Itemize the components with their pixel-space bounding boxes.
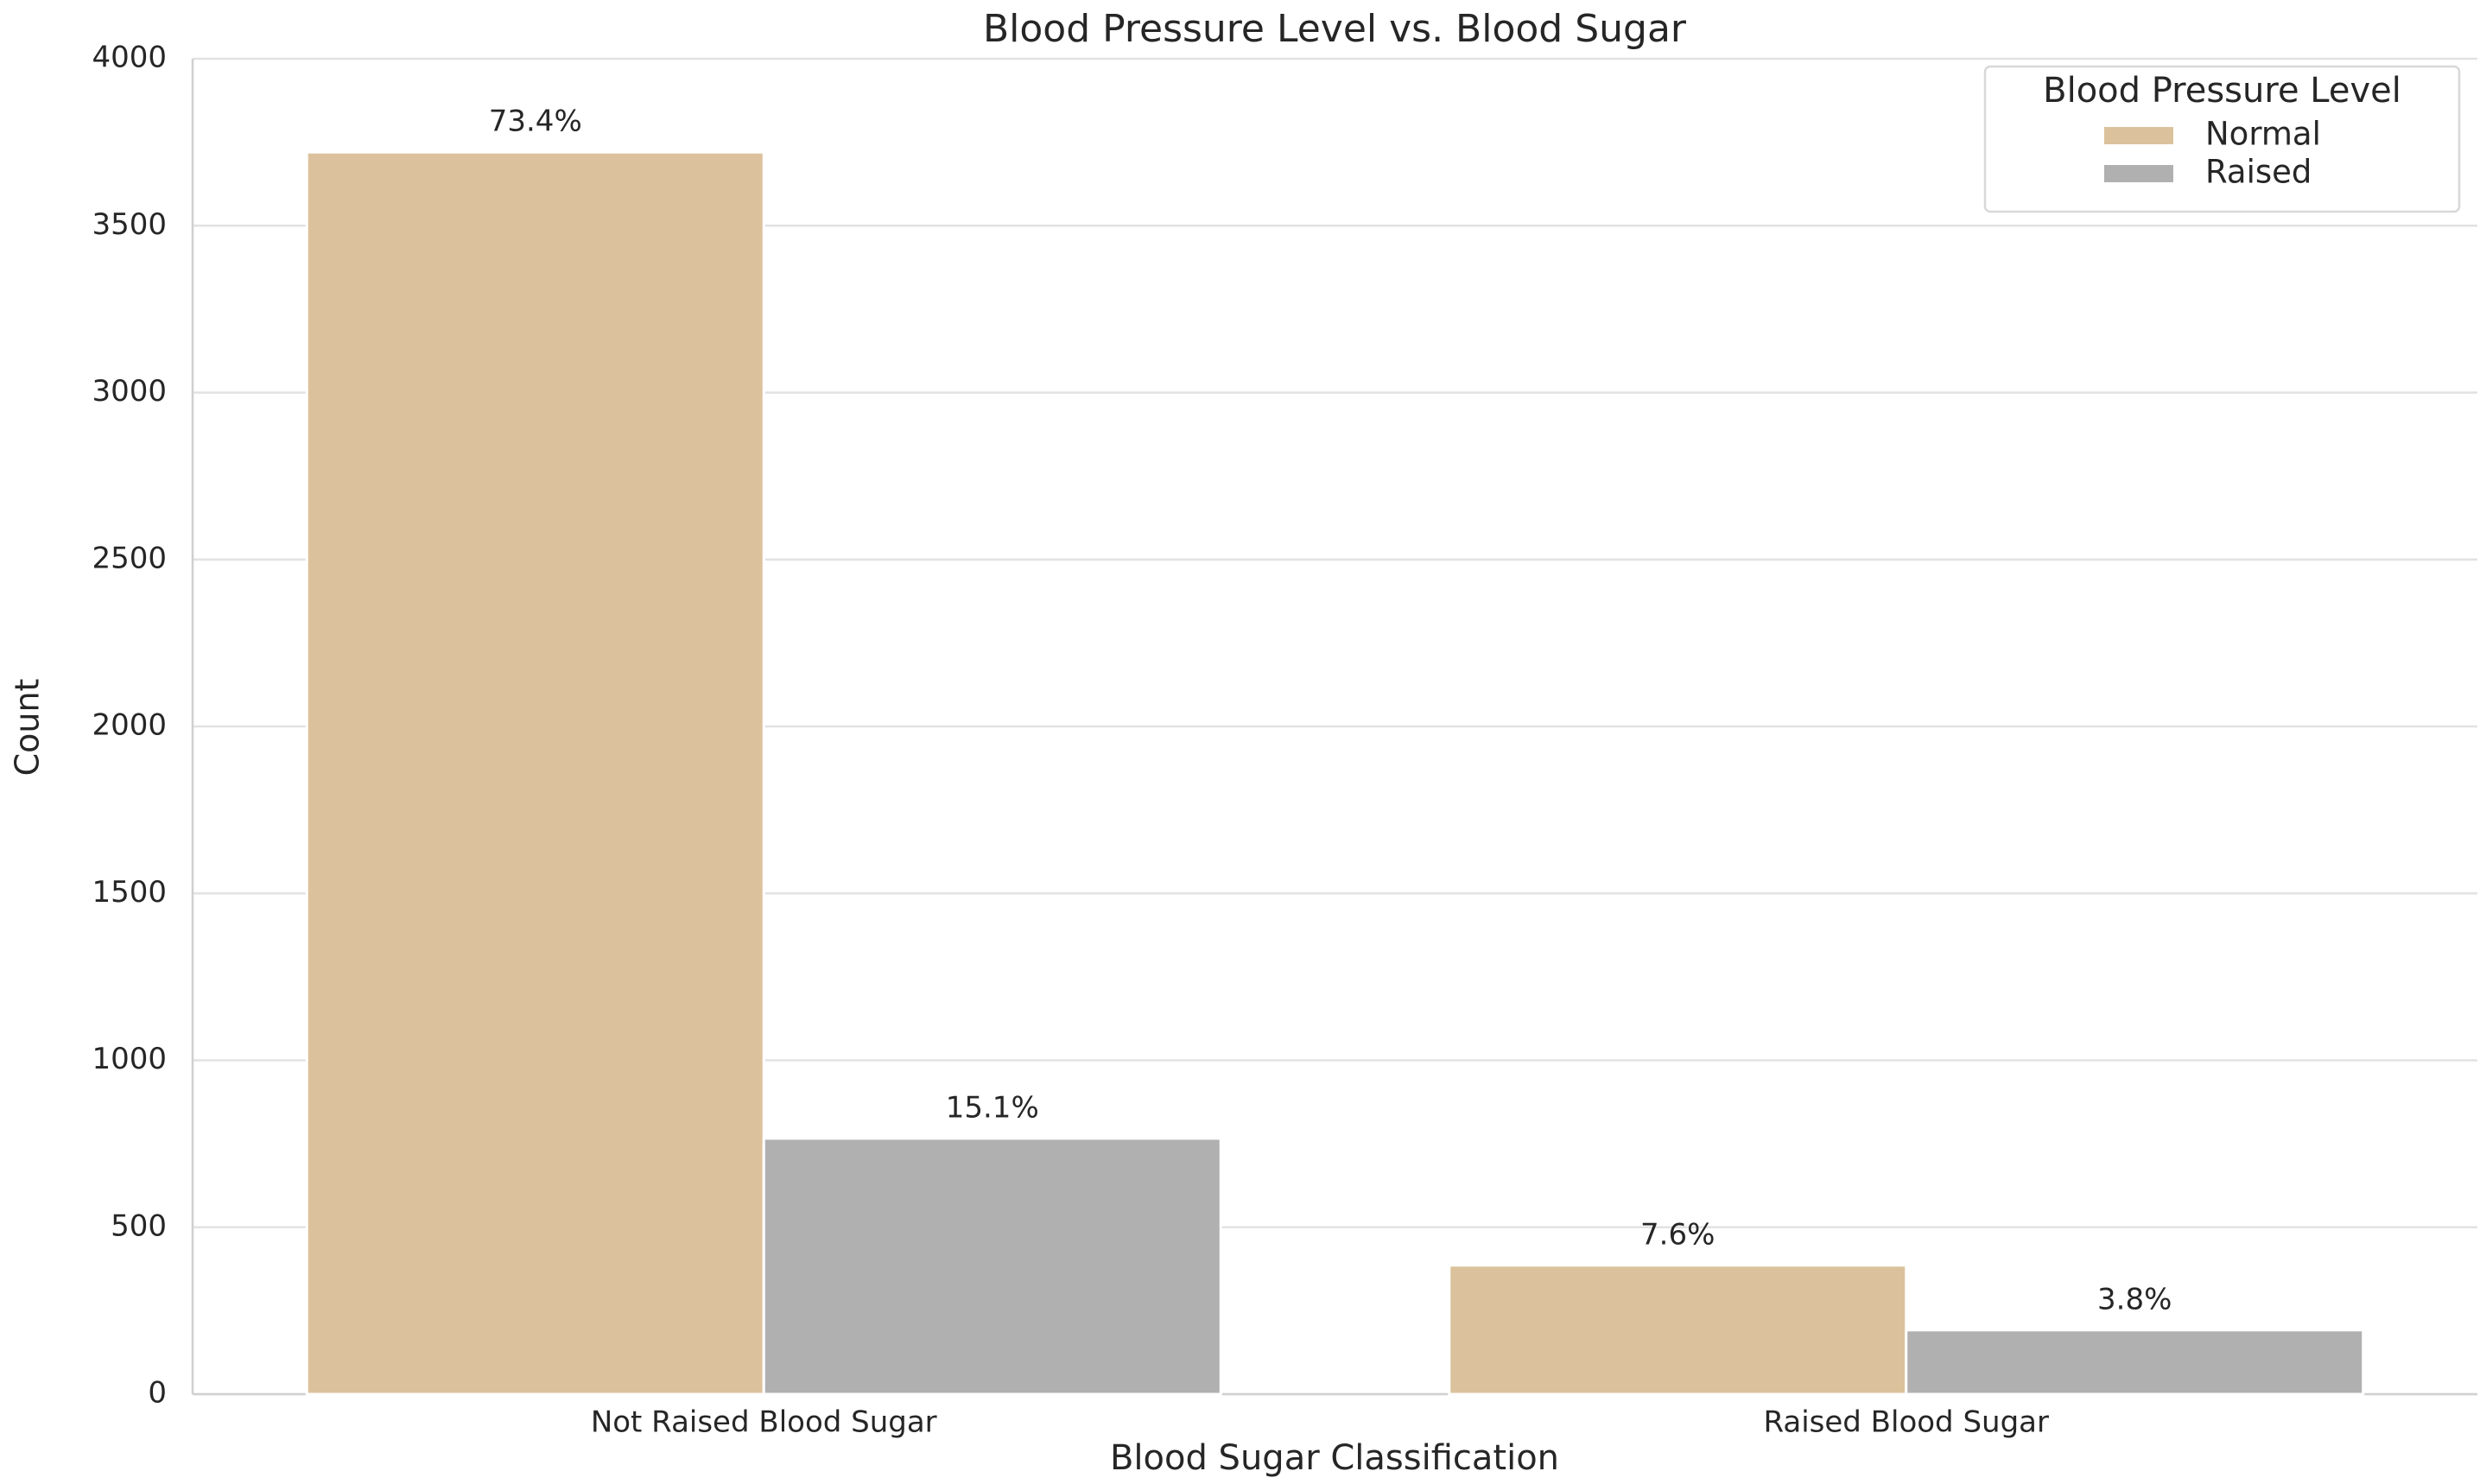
chart-title: Blood Pressure Level vs. Blood Sugar xyxy=(983,7,1687,51)
value-label: 3.8% xyxy=(2097,1282,2172,1316)
y-tick-label: 0 xyxy=(148,1376,167,1411)
y-tick-label: 3500 xyxy=(92,207,167,242)
y-axis-title: Count xyxy=(9,679,47,777)
bar xyxy=(762,1137,1222,1396)
legend-swatch xyxy=(2104,127,2173,144)
legend-swatch xyxy=(2104,165,2173,182)
x-tick-label: Raised Blood Sugar xyxy=(1764,1405,2049,1440)
legend-title: Blood Pressure Level xyxy=(2043,71,2401,111)
x-axis-title: Blood Sugar Classification xyxy=(1110,1438,1559,1478)
bar xyxy=(305,150,765,1396)
value-label: 7.6% xyxy=(1640,1217,1715,1252)
legend-label: Normal xyxy=(2205,116,2321,153)
y-tick-label: 500 xyxy=(111,1208,167,1243)
y-tick-label: 2000 xyxy=(92,708,167,743)
bar xyxy=(1905,1329,2365,1396)
y-tick-label: 4000 xyxy=(92,41,167,75)
y-tick-label: 3000 xyxy=(92,374,167,409)
y-tick-label: 2500 xyxy=(92,541,167,575)
y-tick-label: 1000 xyxy=(92,1042,167,1076)
legend-box xyxy=(1983,65,2461,213)
x-tick-label: Not Raised Blood Sugar xyxy=(591,1405,937,1440)
value-label: 73.4% xyxy=(489,105,582,139)
bar xyxy=(1448,1264,1908,1396)
legend-label: Raised xyxy=(2205,154,2312,191)
y-tick-label: 1500 xyxy=(92,875,167,910)
value-label: 15.1% xyxy=(946,1090,1039,1125)
